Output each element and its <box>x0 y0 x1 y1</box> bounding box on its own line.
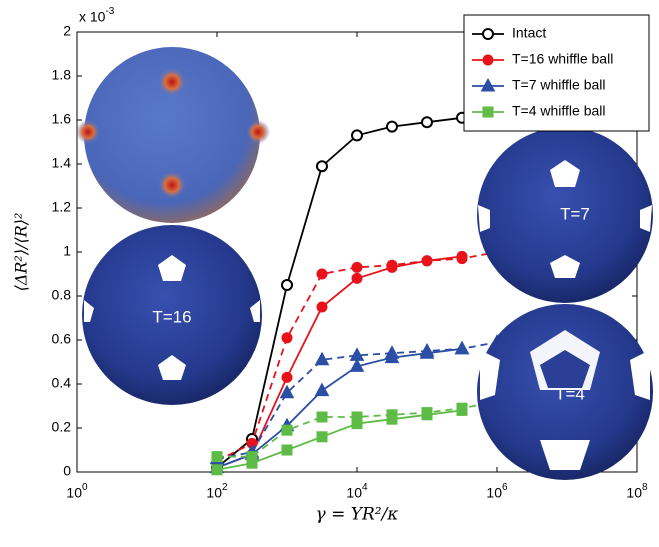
marker <box>387 410 397 420</box>
legend-label: T=4 whiffle ball <box>512 103 606 119</box>
marker <box>387 260 397 270</box>
marker <box>352 262 362 272</box>
legend-label: T=16 whiffle ball <box>512 51 613 67</box>
marker <box>282 333 292 343</box>
axis-exponent: x 10-3 <box>79 6 115 25</box>
ball-label: T=7 <box>560 204 590 223</box>
legend-label: T=7 whiffle ball <box>512 77 606 93</box>
x-tick-label: 106 <box>486 482 508 501</box>
y-tick-label: 1 <box>63 243 71 259</box>
x-tick-label: 104 <box>346 482 368 501</box>
marker <box>387 122 397 132</box>
marker <box>282 425 292 435</box>
marker <box>212 465 222 475</box>
marker <box>317 161 327 171</box>
marker <box>421 344 434 356</box>
marker <box>422 408 432 418</box>
x-tick-label: 100 <box>66 482 88 501</box>
marker <box>352 412 362 422</box>
y-axis-label: ⟨ΔR²⟩/⟨R⟩² <box>12 213 31 292</box>
marker <box>352 273 362 283</box>
marker <box>317 432 327 442</box>
y-tick-label: 1.2 <box>52 199 72 215</box>
marker <box>317 269 327 279</box>
y-tick-label: 1.8 <box>52 67 72 83</box>
marker <box>422 256 432 266</box>
y-tick-label: 1.6 <box>52 111 72 127</box>
marker <box>483 55 493 65</box>
marker <box>422 117 432 127</box>
intact-ball <box>76 47 270 223</box>
ball-label: T=4 <box>555 384 585 403</box>
marker <box>457 254 467 264</box>
y-tick-label: 0.4 <box>52 375 72 391</box>
marker <box>282 280 292 290</box>
x-tick-label: 102 <box>206 482 228 501</box>
marker <box>352 130 362 140</box>
marker <box>317 302 327 312</box>
marker <box>212 452 222 462</box>
y-tick-label: 0 <box>63 463 71 479</box>
chart: 0 0.2 0.4 0.6 0.8 1 1.2 1.4 1.6 1.8 2 100 102 104 106 1… <box>0 0 659 547</box>
y-tick-label: 0.8 <box>52 287 72 303</box>
marker <box>483 29 493 39</box>
y-tick-label: 0.2 <box>52 419 72 435</box>
x-axis-label: γ = YR²/κ <box>316 505 399 525</box>
marker <box>317 412 327 422</box>
marker <box>386 346 399 358</box>
legend-label: Intact <box>512 25 546 41</box>
ball-label: T=16 <box>152 307 191 326</box>
marker <box>483 107 493 117</box>
marker <box>456 342 469 354</box>
x-tick-label: 108 <box>626 482 648 501</box>
y-tick-label: 1.4 <box>52 155 72 171</box>
y-tick-label: 2 <box>63 23 71 39</box>
marker <box>247 452 257 462</box>
y-tick-label: 0.6 <box>52 331 72 347</box>
marker <box>315 384 328 396</box>
marker <box>282 372 292 382</box>
marker <box>282 445 292 455</box>
marker <box>457 403 467 413</box>
